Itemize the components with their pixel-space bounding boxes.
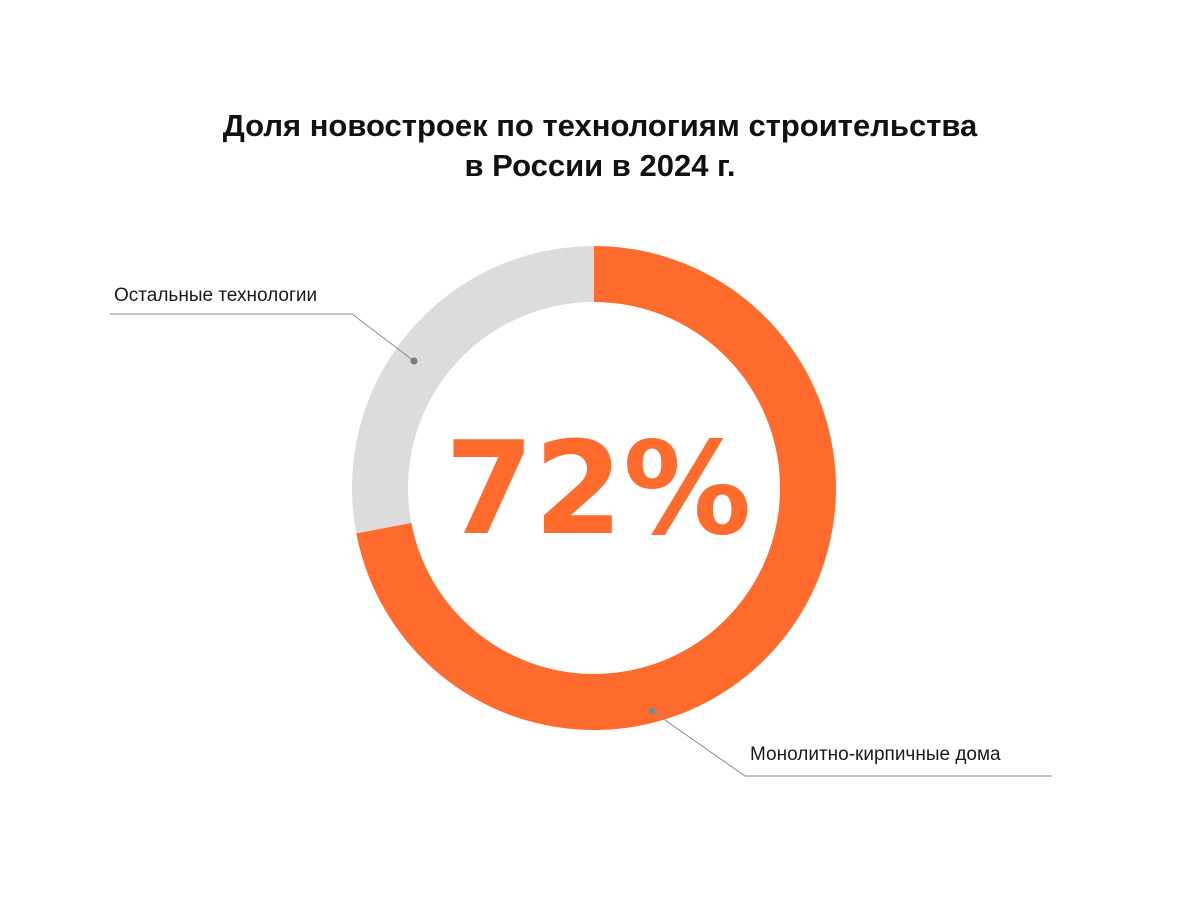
donut-slices — [352, 246, 837, 730]
callout-other-leader — [351, 313, 415, 362]
chart-title-line-2: в России в 2024 г. — [464, 148, 736, 183]
callout-other: Остальные технологии — [110, 285, 418, 365]
slice-label-monolithic: Монолитно-кирпичные дома — [750, 744, 1001, 765]
callout-monolithic-dot — [648, 707, 656, 715]
callout-monolithic: Монолитно-кирпичные дома — [648, 707, 1052, 777]
center-percentage: 72% — [445, 415, 751, 564]
callout-monolithic-leader — [651, 710, 746, 777]
chart-title-line-1: Доля новостроек по технологиям строитель… — [222, 108, 978, 143]
slice-label-other: Остальные технологии — [114, 285, 317, 306]
slice-other-technologies — [352, 246, 594, 534]
callout-other-dot — [410, 357, 418, 365]
